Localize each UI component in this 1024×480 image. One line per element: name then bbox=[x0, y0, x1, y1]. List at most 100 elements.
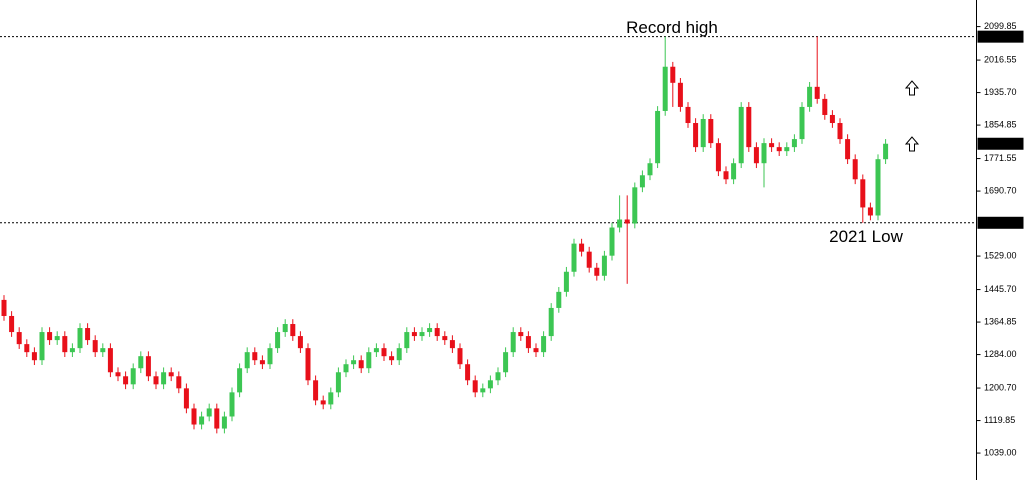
candle-body bbox=[487, 380, 493, 389]
candle-body bbox=[586, 251, 592, 268]
price-level-label: 1808.42 bbox=[984, 138, 1017, 148]
candle-body bbox=[563, 271, 569, 292]
candle-body bbox=[366, 352, 372, 369]
candle-body bbox=[685, 106, 691, 124]
candle-body bbox=[594, 267, 600, 276]
candle-body bbox=[609, 227, 615, 256]
candle-body bbox=[229, 392, 235, 417]
candle-body bbox=[518, 332, 524, 337]
candle-body bbox=[343, 364, 349, 373]
candle-body bbox=[822, 98, 828, 115]
candle-body bbox=[214, 408, 220, 429]
price-level-label: 2074.83 bbox=[984, 31, 1017, 41]
candle-body bbox=[449, 340, 455, 349]
candle-body bbox=[784, 147, 790, 152]
candle-body bbox=[206, 408, 212, 417]
candle-body bbox=[427, 328, 433, 333]
candle-body bbox=[130, 368, 136, 385]
candle-body bbox=[419, 332, 425, 337]
candle-body bbox=[746, 106, 752, 148]
candle-body bbox=[39, 332, 45, 361]
candle-body bbox=[335, 372, 341, 393]
y-tick-label: 1119.85 bbox=[984, 415, 1015, 425]
candle-body bbox=[244, 352, 250, 369]
up-arrow-icon bbox=[904, 80, 920, 96]
candle-body bbox=[617, 219, 623, 228]
y-tick-label: 1364.85 bbox=[984, 316, 1017, 326]
candle-body bbox=[1, 299, 7, 316]
y-tick-label: 1284.00 bbox=[984, 349, 1017, 359]
y-tick-label: 2016.55 bbox=[984, 54, 1017, 64]
candle-body bbox=[320, 400, 326, 405]
candle-body bbox=[837, 123, 843, 140]
annotation: 2021 Low bbox=[829, 227, 903, 246]
candle-body bbox=[867, 207, 873, 216]
candle-body bbox=[860, 179, 866, 208]
y-tick-label: 1935.70 bbox=[984, 87, 1017, 97]
candle-body bbox=[541, 336, 547, 353]
candle-body bbox=[533, 348, 539, 353]
candle-body bbox=[799, 106, 805, 140]
annotation: Record high bbox=[626, 18, 718, 37]
y-tick-label: 1771.55 bbox=[984, 153, 1017, 163]
candle-body bbox=[282, 324, 288, 333]
candle-body bbox=[252, 352, 258, 361]
price-level-box bbox=[977, 30, 1024, 43]
candle-body bbox=[24, 344, 30, 353]
candle-body bbox=[176, 376, 182, 389]
candle-body bbox=[769, 143, 775, 148]
candle-body bbox=[693, 123, 699, 148]
candle-body bbox=[761, 143, 767, 164]
candle-body bbox=[875, 159, 881, 216]
y-tick-label: 1690.70 bbox=[984, 185, 1017, 195]
candle-body bbox=[571, 243, 577, 272]
candle-body bbox=[305, 348, 311, 381]
candle-body bbox=[525, 336, 531, 349]
candle-body bbox=[708, 118, 714, 144]
candle-body bbox=[639, 175, 645, 188]
candle-body bbox=[9, 315, 15, 333]
candle-body bbox=[700, 118, 706, 148]
candle-body bbox=[852, 159, 858, 180]
candle-body bbox=[77, 328, 83, 349]
candle-body bbox=[275, 332, 281, 349]
candle-body bbox=[16, 332, 22, 345]
candle-body bbox=[237, 368, 243, 393]
candle-body bbox=[411, 332, 417, 337]
candle-body bbox=[138, 356, 144, 369]
candle-body bbox=[601, 255, 607, 276]
candle-body bbox=[548, 307, 554, 337]
candle-body bbox=[829, 114, 835, 124]
candle-body bbox=[647, 163, 653, 176]
candle-body bbox=[480, 388, 486, 393]
candle-body bbox=[579, 243, 585, 252]
candle-body bbox=[404, 332, 410, 349]
candle-body bbox=[434, 328, 440, 337]
candle-body bbox=[677, 82, 683, 107]
candle-body bbox=[655, 110, 661, 164]
candle-body bbox=[381, 348, 387, 357]
candle-body bbox=[715, 143, 721, 172]
candle-body bbox=[47, 332, 53, 341]
up-arrow-icon bbox=[904, 136, 920, 152]
candle-body bbox=[753, 147, 759, 164]
y-tick-label: 1200.70 bbox=[984, 382, 1017, 392]
candle-body bbox=[267, 348, 273, 365]
price-level-label: 1611.83 bbox=[984, 217, 1016, 227]
candle-body bbox=[161, 372, 167, 385]
candle-body bbox=[465, 364, 471, 381]
candle-body bbox=[31, 352, 37, 361]
candle-body bbox=[457, 348, 463, 365]
candle-body bbox=[100, 348, 106, 353]
candle-body bbox=[510, 332, 516, 353]
candle-body bbox=[107, 348, 113, 373]
candle-body bbox=[62, 336, 68, 353]
candle-body bbox=[123, 376, 129, 385]
candle-body bbox=[624, 219, 630, 224]
candle-body bbox=[731, 163, 737, 180]
candle-body bbox=[115, 372, 121, 377]
candle-body bbox=[297, 336, 303, 349]
candle-body bbox=[290, 324, 296, 337]
